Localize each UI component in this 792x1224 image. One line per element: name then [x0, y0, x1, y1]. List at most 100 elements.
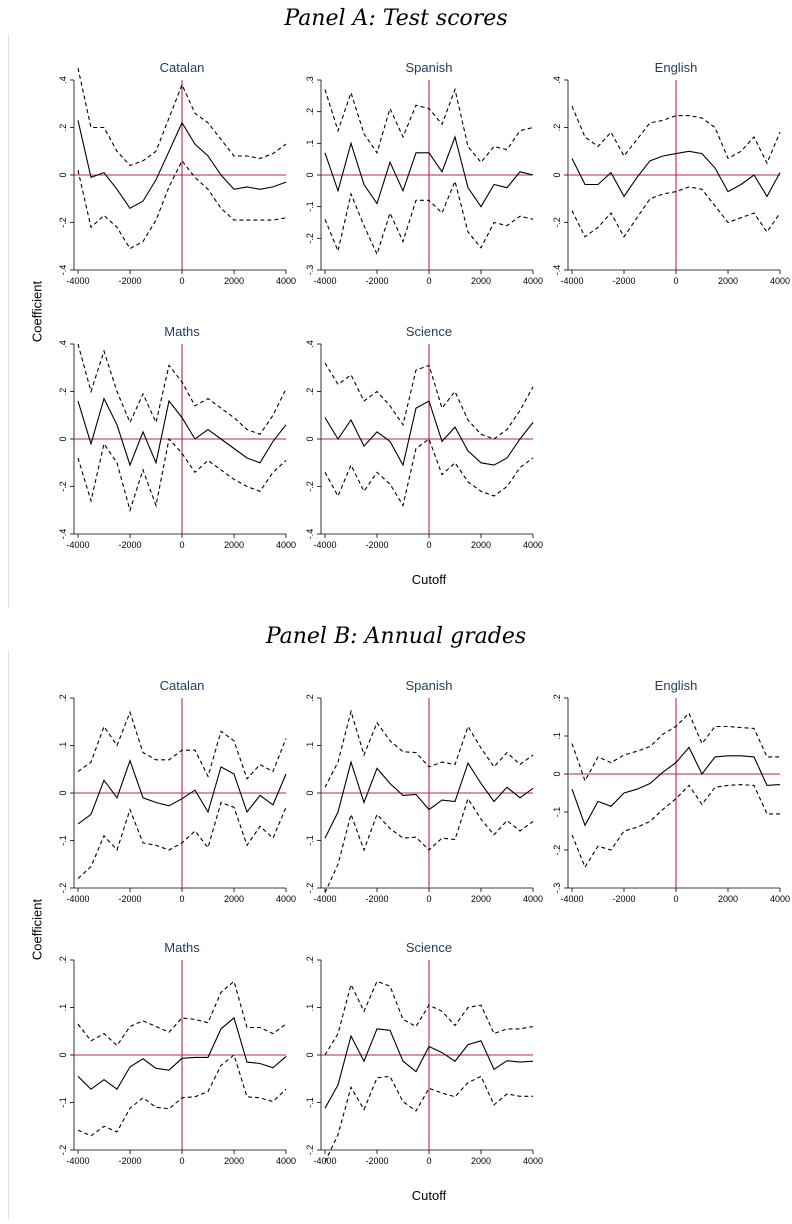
x-tick-label: 4000: [276, 1156, 296, 1166]
y-tick-label: 0: [305, 1052, 315, 1057]
panel-a-x-axis-label: Cutoff: [411, 572, 447, 587]
y-tick-label: .2: [552, 694, 562, 702]
x-tick-label: 2000: [471, 1156, 491, 1166]
series-ci_upper: [77, 710, 287, 780]
series-estimate: [324, 135, 534, 208]
y-tick-label: .1: [552, 732, 562, 740]
y-tick-label: -.2: [552, 845, 562, 856]
y-tick-label: -.4: [58, 265, 68, 276]
x-tick-label: 4000: [523, 894, 543, 904]
x-tick-label: -2000: [612, 894, 635, 904]
y-tick-label: .1: [305, 140, 315, 148]
x-tick-label: 0: [673, 276, 678, 286]
subplot-b-catalan: Catalan -.2 -.1 0 .1 .2 -4000 -2000 0 2000 4000: [58, 678, 296, 904]
subplot-a-english: English -.4 -.2 0 .2 .4 -4000 -2000 0 2000 4000: [552, 60, 790, 286]
y-tick-label: .2: [305, 694, 315, 702]
subplot-b-spanish: Spanish -.2 -.1 0 .1 .2 -4000 -2000 0 2000 4000: [305, 678, 543, 904]
series-ci_lower: [77, 159, 287, 250]
series-ci_upper: [77, 67, 287, 167]
y-tick-label: -.4: [58, 529, 68, 540]
x-tick-label: -4000: [313, 540, 336, 550]
y-tick-label: -.2: [58, 481, 68, 492]
series-ci_upper: [324, 87, 534, 164]
y-tick-label: .1: [58, 742, 68, 750]
series-ci_upper: [324, 709, 534, 788]
x-tick-label: 4000: [770, 894, 790, 904]
series-ci_upper: [571, 105, 781, 165]
x-tick-label: -2000: [118, 1156, 141, 1166]
y-tick-label: .2: [305, 108, 315, 116]
subplot-title: Spanish: [406, 60, 453, 75]
x-tick-label: 0: [179, 1156, 184, 1166]
y-tick-label: -.2: [58, 883, 68, 894]
panel-a-title: Panel A: Test scores: [284, 6, 508, 31]
x-tick-label: 2000: [224, 1156, 244, 1166]
y-tick-label: -.2: [305, 233, 315, 244]
x-tick-label: -2000: [365, 894, 388, 904]
x-tick-label: 0: [179, 894, 184, 904]
subplot-title: English: [655, 60, 698, 75]
x-tick-label: -4000: [66, 276, 89, 286]
x-tick-label: 4000: [523, 276, 543, 286]
series-estimate: [324, 760, 534, 839]
subplot-title: Spanish: [406, 678, 453, 693]
panel-b-frame: [8, 650, 792, 1220]
y-tick-label: .2: [58, 388, 68, 396]
series-ci_lower: [324, 797, 534, 894]
y-tick-label: -.1: [58, 835, 68, 846]
x-tick-label: 0: [426, 894, 431, 904]
panel-b-title: Panel B: Annual grades: [265, 624, 527, 649]
x-tick-label: 2000: [224, 540, 244, 550]
y-tick-label: .2: [58, 694, 68, 702]
y-tick-label: -.2: [58, 1145, 68, 1156]
x-tick-label: 2000: [224, 894, 244, 904]
y-tick-label: 0: [552, 771, 562, 776]
series-estimate: [77, 120, 287, 210]
series-ci_upper: [324, 980, 534, 1056]
x-tick-label: -4000: [66, 1156, 89, 1166]
y-tick-label: .2: [305, 956, 315, 964]
x-tick-label: -4000: [66, 540, 89, 550]
x-tick-label: 2000: [224, 276, 244, 286]
series-estimate: [324, 400, 534, 467]
series-ci_lower: [324, 438, 534, 507]
x-tick-label: 2000: [718, 894, 738, 904]
x-tick-label: 4000: [276, 276, 296, 286]
series-ci_lower: [324, 179, 534, 256]
x-tick-label: 0: [426, 276, 431, 286]
x-tick-label: 0: [426, 1156, 431, 1166]
y-tick-label: -.2: [305, 1145, 315, 1156]
y-tick-label: .1: [58, 1004, 68, 1012]
y-tick-label: .4: [305, 340, 315, 348]
x-tick-label: -4000: [313, 894, 336, 904]
y-tick-label: -.1: [305, 835, 315, 846]
y-tick-label: 0: [305, 172, 315, 177]
y-tick-label: .4: [58, 340, 68, 348]
x-tick-label: 4000: [276, 540, 296, 550]
x-tick-label: 0: [673, 894, 678, 904]
x-tick-label: 2000: [471, 276, 491, 286]
x-tick-label: -4000: [313, 276, 336, 286]
series-estimate: [77, 759, 287, 825]
y-tick-label: .2: [305, 388, 315, 396]
y-tick-label: 0: [305, 436, 315, 441]
subplot-title: Science: [406, 940, 452, 955]
series-estimate: [571, 746, 781, 827]
y-tick-label: .4: [552, 76, 562, 84]
x-tick-label: -2000: [612, 276, 635, 286]
x-tick-label: -2000: [118, 894, 141, 904]
y-tick-label: -.4: [552, 265, 562, 276]
y-tick-label: 0: [552, 172, 562, 177]
y-tick-label: .2: [552, 124, 562, 132]
subplot-b-maths: Maths -.2 -.1 0 .1 .2 -4000 -2000 0 2000 4000: [58, 940, 296, 1166]
y-tick-label: 0: [58, 436, 68, 441]
y-tick-label: -.3: [552, 883, 562, 894]
y-tick-label: .1: [305, 1004, 315, 1012]
x-tick-label: -2000: [118, 540, 141, 550]
y-tick-label: -.1: [305, 201, 315, 212]
x-tick-label: 2000: [471, 894, 491, 904]
subplot-a-science: Science -.4 -.2 0 .2 .4 -4000 -2000 0 2000 4000: [305, 324, 543, 550]
subplot-a-maths: Maths -.4 -.2 0 .2 .4 -4000 -2000 0 2000 4000: [58, 324, 296, 550]
panel-b-y-axis-label: Coefficient: [29, 898, 45, 961]
series-ci_lower: [77, 1054, 287, 1137]
